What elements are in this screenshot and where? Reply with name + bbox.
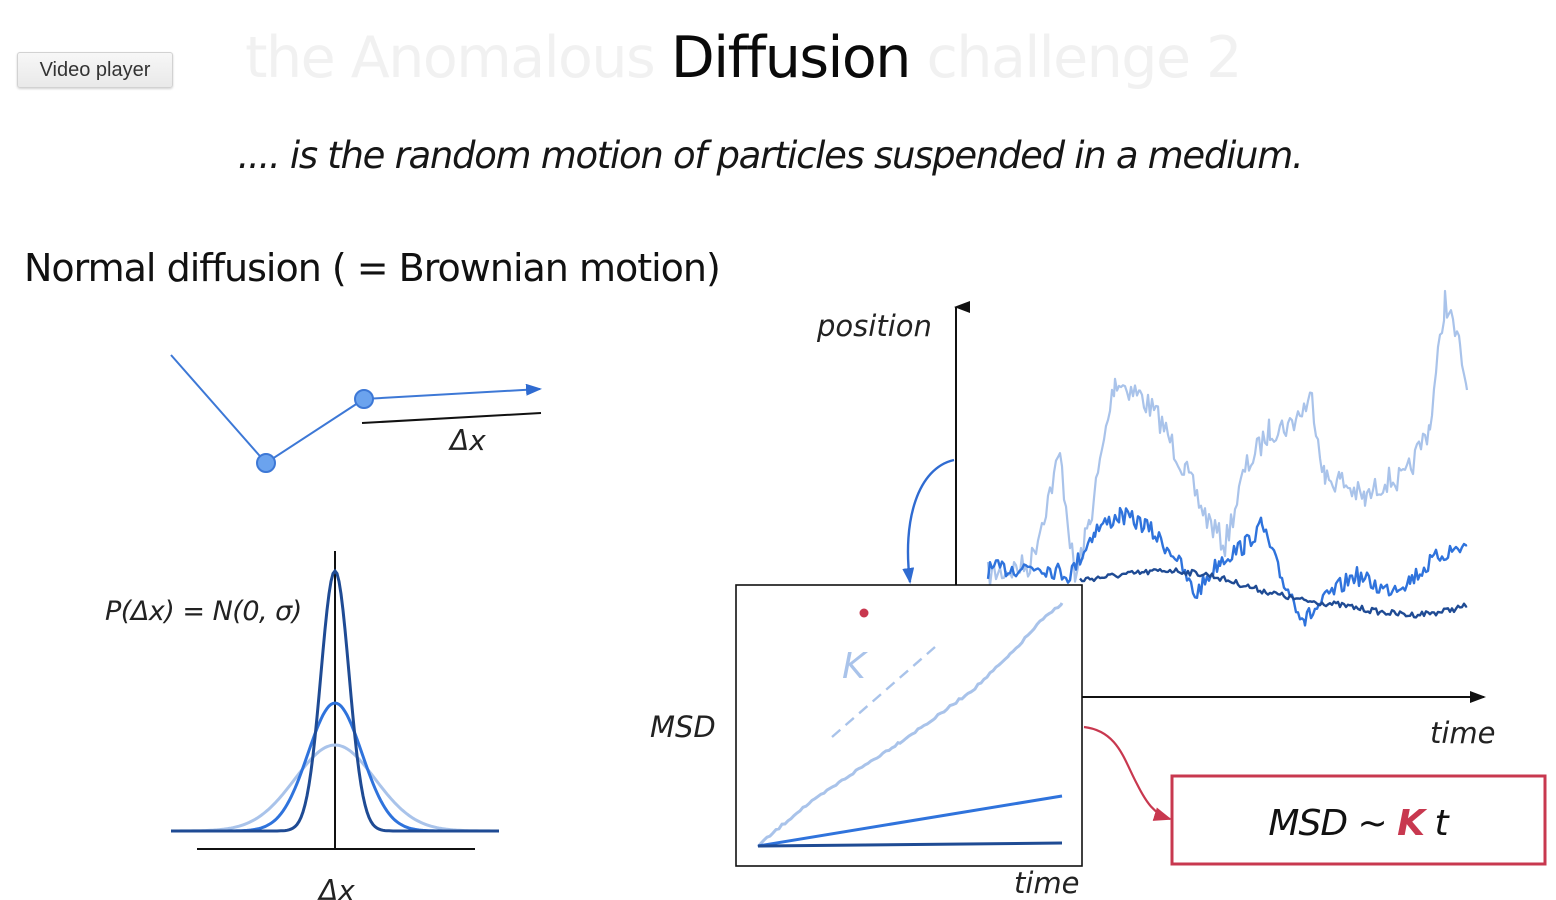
distribution-x-label: Δx <box>317 874 355 900</box>
msd-law-k: K <box>1397 803 1428 844</box>
msd-line-dark <box>757 841 1063 848</box>
time-axis-label: time <box>1430 716 1496 750</box>
msd-plot: K MSD time <box>650 584 1083 900</box>
msd-slope-label: K <box>842 646 868 687</box>
msd-plot-frame <box>735 584 1083 867</box>
title-main: Diffusion <box>670 25 912 91</box>
slide-title: the Anomalous Diffusion challenge 2 <box>0 20 1486 96</box>
msd-x-label: time <box>1014 866 1080 900</box>
msd-law: MSD ~ K t <box>1083 725 1547 866</box>
trajectory-plot: position time <box>816 289 1496 750</box>
pointer-dot <box>859 608 869 618</box>
position-axis-label: position <box>816 309 932 343</box>
step-length-label: Δx <box>448 424 486 457</box>
gaussian-wide <box>171 743 499 833</box>
trajectory-light <box>986 289 1469 587</box>
particle-dot <box>256 453 276 473</box>
msd-line-medium <box>757 794 1063 848</box>
particle-dot <box>354 389 374 409</box>
slide-subtitle: .... is the random motion of particles s… <box>237 134 1304 177</box>
step-arrow <box>363 383 542 400</box>
video-player-button[interactable]: Video player <box>17 52 173 88</box>
msd-law-prefix: MSD ~ <box>1268 803 1397 844</box>
step-diagram: Δx <box>170 354 542 473</box>
msd-law-formula: MSD ~ K t <box>1268 803 1450 844</box>
msd-law-arrow <box>1083 725 1172 821</box>
msd-slope-guide <box>831 646 936 738</box>
trajectory-dark <box>1079 567 1468 619</box>
msd-y-label: MSD <box>650 710 716 744</box>
msd-line-light <box>756 602 1064 848</box>
distribution-plot: P(Δx) = N(0, σ) Δx <box>105 551 499 900</box>
step-length-line <box>361 412 542 424</box>
curved-arrow <box>902 458 955 584</box>
title-prefix: the Anomalous <box>245 25 671 91</box>
section-heading: Normal diffusion ( = Brownian motion) <box>24 246 721 290</box>
msd-law-box <box>1170 774 1547 866</box>
step-path <box>170 354 365 465</box>
trajectory-medium <box>986 506 1468 627</box>
gaussian-narrow <box>171 568 499 833</box>
msd-law-suffix: t <box>1424 803 1450 844</box>
title-suffix: challenge 2 <box>909 25 1243 91</box>
distribution-formula: P(Δx) = N(0, σ) <box>105 596 302 627</box>
